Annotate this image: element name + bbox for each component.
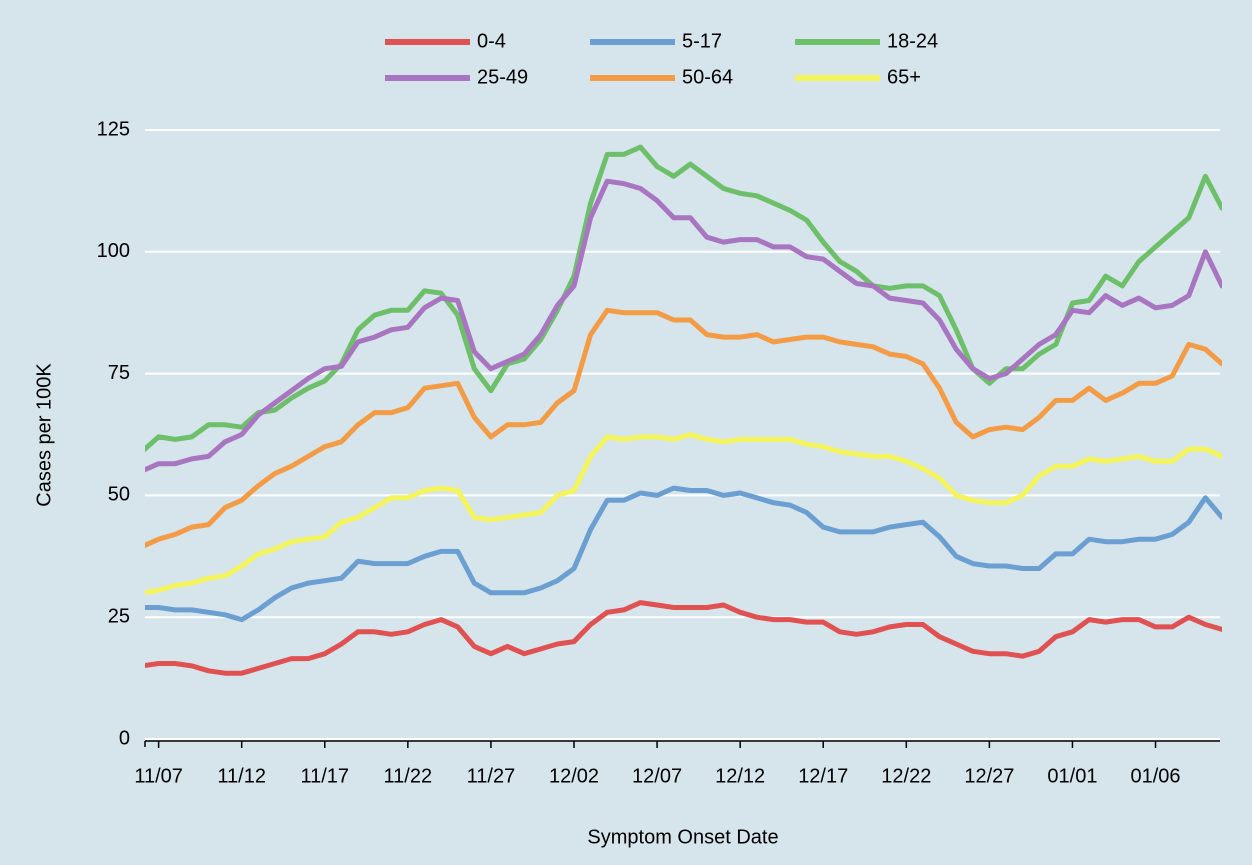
series-line <box>145 485 1222 623</box>
legend-label: 65+ <box>887 66 921 88</box>
series-line <box>145 144 1222 453</box>
series-line <box>145 600 1222 676</box>
plot <box>145 144 1222 676</box>
x-tick-label: 12/22 <box>881 765 931 787</box>
series-line <box>145 307 1222 548</box>
x-tick-label: 12/02 <box>549 765 599 787</box>
x-tick-label: 11/07 <box>134 765 183 787</box>
x-tick-label: 01/01 <box>1047 765 1097 787</box>
x-tick-label: 11/22 <box>384 765 433 787</box>
legend-label: 50-64 <box>682 66 733 88</box>
legend-label: 25-49 <box>477 66 528 88</box>
series-line <box>145 432 1222 595</box>
x-tick-label: 11/17 <box>300 765 349 787</box>
y-tick-label: 100 <box>97 240 130 262</box>
x-tick-label: 12/07 <box>632 765 682 787</box>
y-tick-label: 25 <box>108 605 130 627</box>
legend-label: 18-24 <box>887 30 938 52</box>
y-tick-label: 50 <box>108 484 130 506</box>
x-tick-label: 11/27 <box>467 765 516 787</box>
legend-label: 0-4 <box>477 30 506 52</box>
y-tick-label: 125 <box>97 118 130 140</box>
y-tick-label: 75 <box>108 362 130 384</box>
x-axis-title: Symptom Onset Date <box>587 826 778 848</box>
x-tick-label: 12/12 <box>715 765 765 787</box>
series-line <box>145 178 1222 473</box>
y-tick-label: 0 <box>119 727 130 749</box>
x-tick-label: 11/12 <box>217 765 266 787</box>
y-axis-title: Cases per 100K <box>33 363 55 507</box>
legend-label: 5-17 <box>682 30 722 52</box>
x-tick-label: 01/06 <box>1131 765 1181 787</box>
x-tick-label: 12/27 <box>964 765 1014 787</box>
x-tick-label: 12/17 <box>798 765 848 787</box>
